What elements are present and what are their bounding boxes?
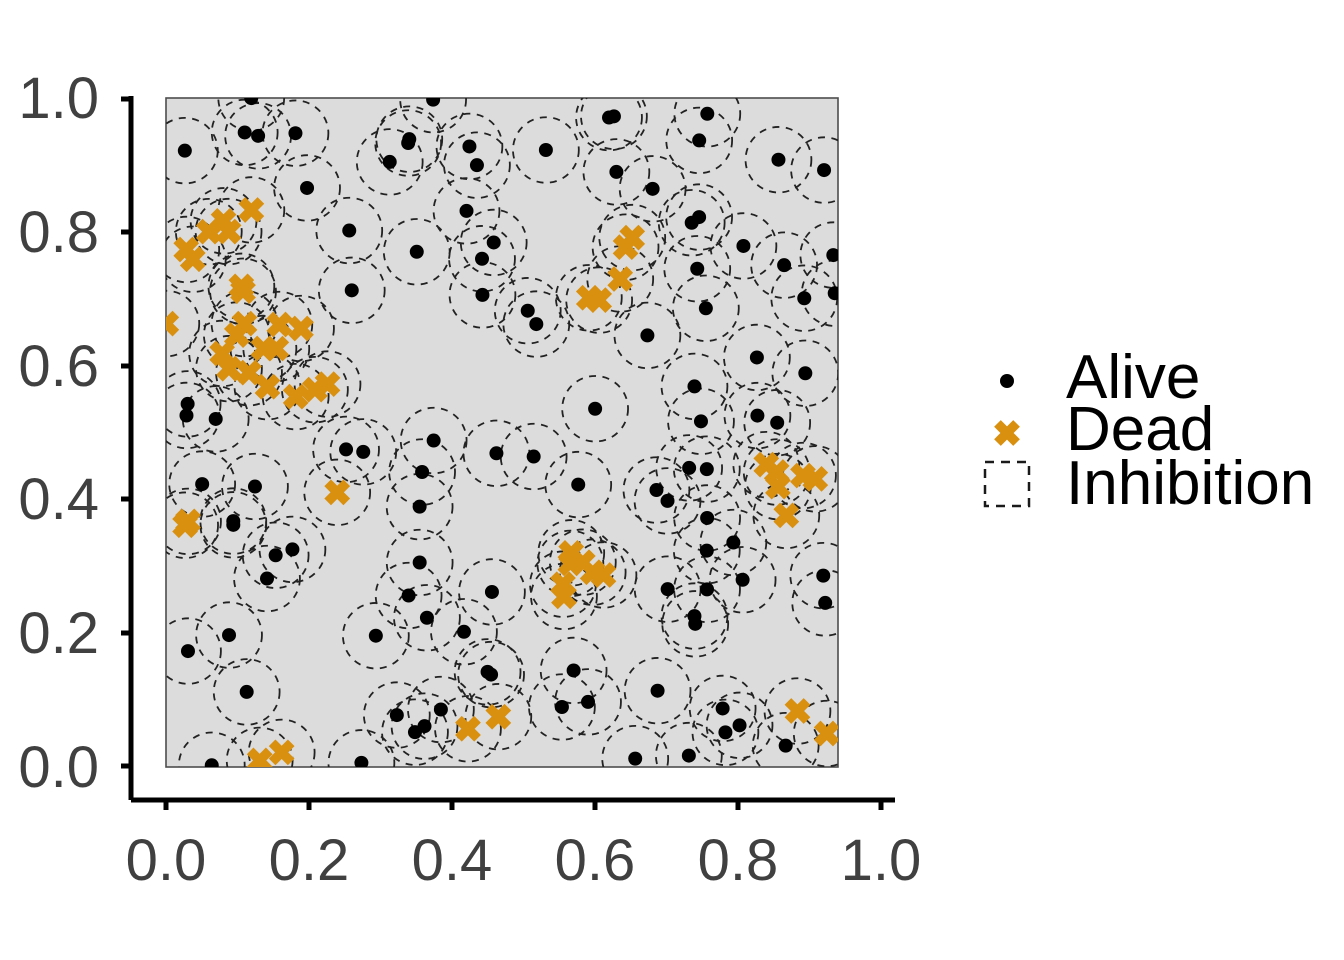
svg-text:1.0: 1.0 xyxy=(18,66,99,131)
svg-text:0.2: 0.2 xyxy=(18,601,99,666)
svg-text:0.6: 0.6 xyxy=(18,334,99,399)
svg-text:Inhibition: Inhibition xyxy=(1066,449,1314,518)
svg-text:0.4: 0.4 xyxy=(412,828,493,893)
svg-text:0.2: 0.2 xyxy=(269,828,350,893)
svg-text:0.0: 0.0 xyxy=(18,735,99,800)
svg-text:1.0: 1.0 xyxy=(841,828,922,893)
svg-text:0.8: 0.8 xyxy=(18,200,99,265)
svg-text:0.8: 0.8 xyxy=(698,828,779,893)
svg-text:0.4: 0.4 xyxy=(18,467,99,532)
svg-text:0.6: 0.6 xyxy=(555,828,636,893)
svg-text:0.0: 0.0 xyxy=(126,828,207,893)
